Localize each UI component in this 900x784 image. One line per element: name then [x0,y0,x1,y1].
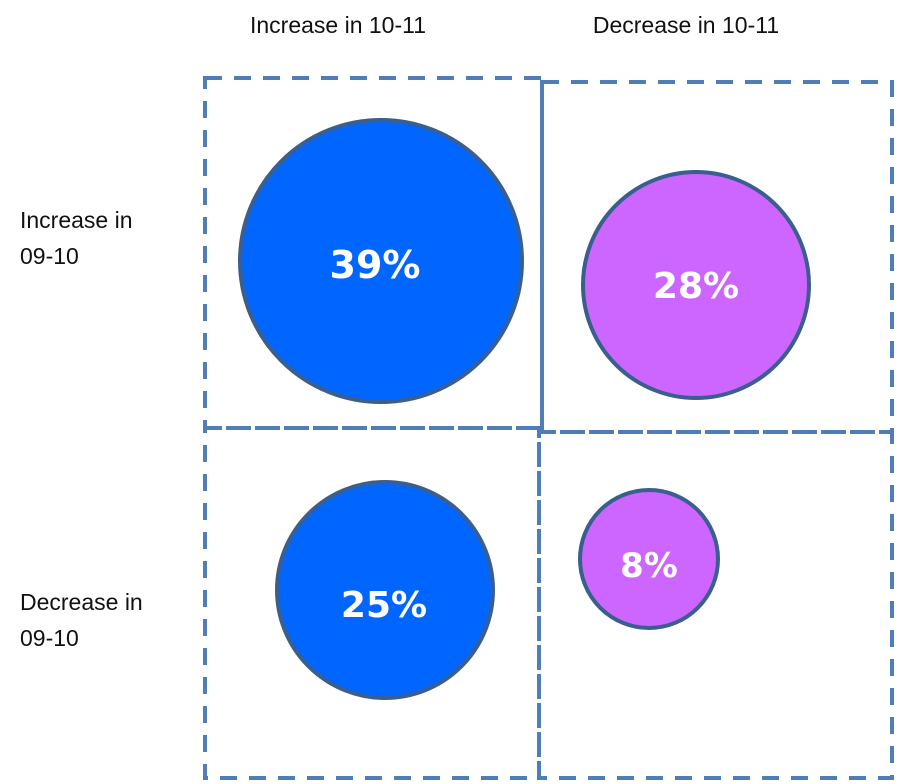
bubble-decrease-decrease: 8% [578,488,720,630]
row-header-increase-line-2: 09-10 [20,243,79,269]
quadrant-cell-increase-increase [203,76,544,430]
bubble-circle [238,118,524,404]
row-header-increase-line-1: Increase in [20,207,133,233]
row-header-decrease-line-2: 09-10 [20,625,79,651]
bubble-circle [581,170,811,400]
column-header-increase-10-11: Increase in 10-11 [250,12,426,38]
bubble-decrease-increase: 25% [275,480,495,700]
bubble-label: 25% [341,585,427,626]
bubble-label: 39% [330,243,421,287]
dashed-grid [203,76,894,780]
quadrant-cell-decrease-decrease [537,430,894,780]
bubble-increase-decrease: 28% [581,170,811,400]
row-header-increase-09-10: Increase in 09-10 [20,207,133,269]
bubble-increase-increase: 39% [238,118,524,404]
bubble-circle [275,480,495,700]
row-header-decrease-09-10: Decrease in 09-10 [20,589,143,651]
bubble-label: 8% [620,546,678,586]
row-header-decrease-line-1: Decrease in [20,589,143,615]
bubble-circle [578,488,720,630]
bubble-label: 28% [653,266,739,307]
column-header-decrease-10-11: Decrease in 10-11 [593,12,779,38]
